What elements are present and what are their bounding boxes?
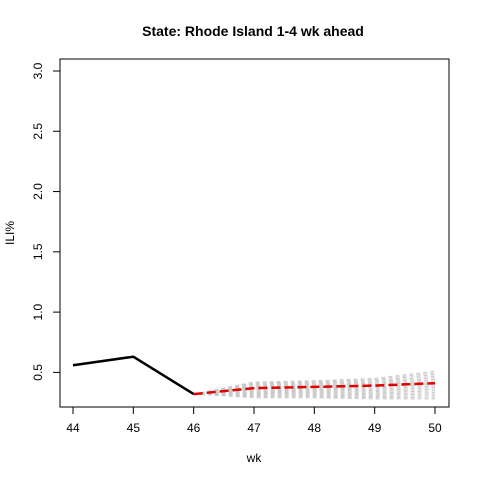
x-axis-label: wk [246,451,263,465]
ensemble-layer [194,371,435,399]
x-tick-label: 49 [368,421,382,435]
x-tick-label: 44 [66,421,80,435]
chart-title: State: Rhode Island 1-4 wk ahead [142,23,364,39]
y-tick-label: 0.5 [31,364,45,381]
y-axis: 0.5 1.0 1.5 2.0 2.5 3.0 [31,62,60,380]
y-tick-label: 2.0 [31,183,45,200]
x-tick-label: 45 [127,421,141,435]
series-layer [73,357,435,394]
y-tick-label: 1.0 [31,303,45,320]
plot-frame [60,59,449,407]
y-tick-label: 1.5 [31,243,45,260]
series-line-observed [73,357,194,394]
x-tick-label: 47 [247,421,261,435]
x-tick-label: 48 [308,421,322,435]
x-axis: 44 45 46 47 48 49 50 [66,407,442,435]
y-tick-label: 3.0 [31,62,45,79]
x-tick-label: 50 [428,421,442,435]
x-tick-label: 46 [187,421,201,435]
y-axis-label: ILI% [3,221,17,245]
y-tick-label: 2.5 [31,123,45,140]
